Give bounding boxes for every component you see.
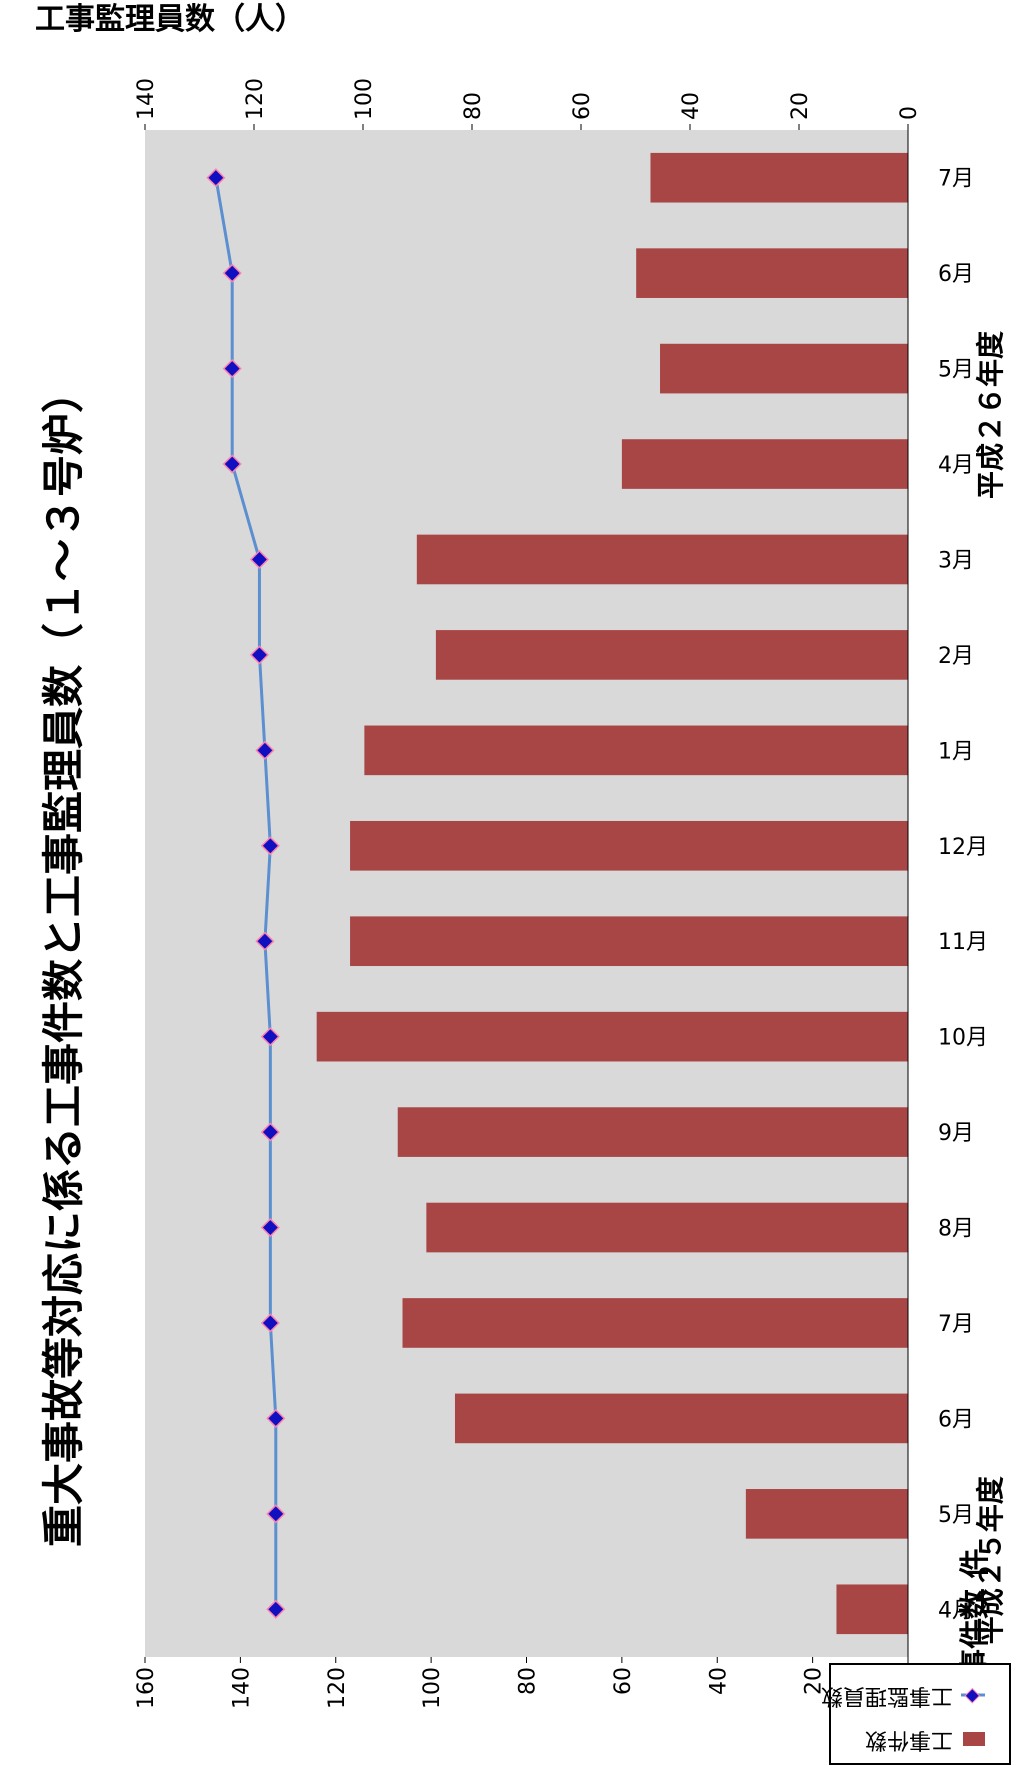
category-label: 8月 <box>938 1217 974 1242</box>
category-label: 4月 <box>938 1598 974 1623</box>
left-tick-label: 80 <box>516 1667 541 1695</box>
line-point <box>222 263 242 283</box>
fiscal-year-label-2: 平成２６年度 <box>974 331 1007 499</box>
right-tick-label: 40 <box>679 92 704 120</box>
left-tick-label: 160 <box>134 1667 159 1709</box>
bar <box>621 439 908 489</box>
bar <box>316 1011 908 1062</box>
bar <box>364 725 908 776</box>
line-point <box>206 168 226 188</box>
bar <box>745 1489 908 1539</box>
line-point <box>260 1313 280 1333</box>
bar <box>402 1298 908 1348</box>
line-point <box>266 1599 286 1619</box>
bar <box>426 1202 908 1253</box>
bar <box>435 630 908 680</box>
bar <box>454 1393 908 1444</box>
legend-label-line: 工事監理員数 <box>821 1683 953 1708</box>
bar <box>350 916 908 967</box>
right-tick-label: 20 <box>788 92 813 120</box>
category-label: 1月 <box>938 739 974 764</box>
right-tick-label: 140 <box>134 78 159 120</box>
bar <box>350 820 908 871</box>
left-tick-label: 100 <box>420 1667 445 1709</box>
left-tick-label: 120 <box>325 1667 350 1709</box>
bar <box>636 248 909 298</box>
right-tick-label: 60 <box>570 92 595 120</box>
chart-title: 重大事故等対応に係る工事件数と工事監理員数（１～３号炉） <box>39 371 88 1547</box>
legend-bar-swatch <box>963 1732 985 1746</box>
category-label: 2月 <box>938 644 974 669</box>
left-tick-label: 60 <box>611 1667 636 1695</box>
legend: 工事件数 工事監理員数 <box>821 1663 1011 1765</box>
category-label: 3月 <box>938 548 974 573</box>
right-tick-label: 120 <box>243 78 268 120</box>
right-tick-label: 0 <box>897 106 922 120</box>
left-tick-label: 140 <box>229 1667 254 1709</box>
right-tick-label: 100 <box>352 78 377 120</box>
series-line <box>214 177 278 1610</box>
left-tick-label: 40 <box>706 1667 731 1695</box>
line-point <box>260 1122 280 1142</box>
category-labels: 4月 5月 6月 7月 8月 9月 10月 11月 12月 1月 2月 3月 4月 5月 6月 7月 <box>938 167 988 1624</box>
category-label: 5月 <box>938 358 974 383</box>
legend-label-bars: 工事件数 <box>865 1727 953 1752</box>
right-axis-title: 工事監理員数（人） <box>35 2 305 37</box>
category-label: 9月 <box>938 1121 974 1146</box>
line-point <box>249 645 269 665</box>
category-label: 6月 <box>938 1407 974 1432</box>
bar <box>650 152 908 203</box>
left-axis-ticks: 020406080100120140160 <box>134 1657 922 1709</box>
category-label: 6月 <box>938 262 974 287</box>
line-point <box>266 1408 286 1428</box>
line-point <box>255 931 275 951</box>
line-point <box>255 740 275 760</box>
bar <box>660 343 909 394</box>
bar-series <box>316 152 909 1635</box>
category-label: 12月 <box>938 835 988 860</box>
plot-area <box>145 130 908 1657</box>
line-point <box>222 359 242 379</box>
bar <box>397 1107 908 1157</box>
category-label: 5月 <box>938 1503 974 1528</box>
line-point <box>260 1027 280 1047</box>
fiscal-year-label-1: 平成２５年度 <box>974 1476 1007 1644</box>
line-point <box>222 454 242 474</box>
legend-marker-icon <box>964 1687 981 1704</box>
bar <box>836 1584 908 1635</box>
category-label: 4月 <box>938 453 974 478</box>
line-series <box>206 168 286 1619</box>
category-label: 11月 <box>938 930 988 955</box>
category-label: 10月 <box>938 1026 988 1051</box>
left-tick-label: 20 <box>802 1667 827 1695</box>
right-tick-label: 80 <box>461 92 486 120</box>
line-point <box>249 549 269 570</box>
category-label: 7月 <box>938 1312 974 1337</box>
bar <box>416 534 908 585</box>
line-point <box>260 1217 280 1238</box>
category-label: 7月 <box>938 167 974 192</box>
line-point <box>260 836 280 856</box>
line-point <box>266 1504 286 1524</box>
right-axis-ticks: 0 20 40 60 80 100 120 140 <box>134 78 922 130</box>
